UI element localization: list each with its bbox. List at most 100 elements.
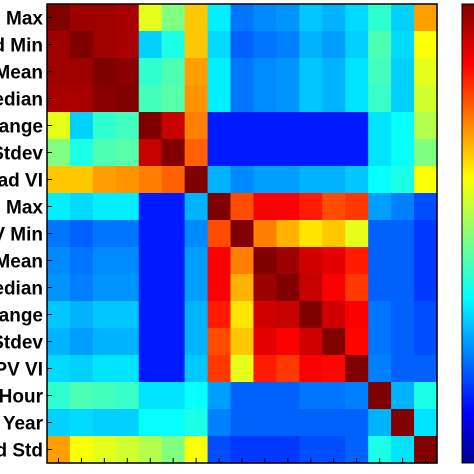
- heatmap-cell: [230, 220, 255, 248]
- heatmap-cell: [322, 355, 346, 383]
- heatmap-cell: [391, 85, 415, 113]
- heatmap-cell: [322, 247, 346, 275]
- heatmap-cell: [92, 355, 117, 383]
- heatmap-cell: [276, 58, 300, 86]
- heatmap-cell: [276, 247, 300, 275]
- heatmap-cell: [368, 166, 392, 194]
- heatmap-cell: [230, 355, 255, 383]
- heatmap-cell: [207, 85, 232, 113]
- heatmap-cell: [161, 409, 186, 437]
- heatmap-cell: [138, 85, 163, 113]
- heatmap-cell: [253, 436, 278, 464]
- heatmap-cell: [253, 328, 278, 356]
- heatmap-cell: [69, 31, 94, 59]
- heatmap-cell: [345, 85, 369, 113]
- heatmap-cell: [414, 382, 438, 410]
- heatmap-cell: [322, 31, 346, 59]
- heatmap-cell: [161, 112, 186, 140]
- heatmap-cell: [322, 139, 346, 167]
- heatmap-cell: [230, 193, 255, 221]
- heatmap-cell: [230, 382, 255, 410]
- heatmap-cell: [253, 112, 278, 140]
- heatmap-cell: [47, 193, 71, 221]
- heatmap-cell: [115, 193, 140, 221]
- heatmap-cell: [115, 58, 140, 86]
- heatmap-cell: [391, 247, 415, 275]
- heatmap-cell: [230, 247, 255, 275]
- heatmap-cell: [47, 4, 71, 32]
- row-label: edian: [0, 279, 43, 300]
- heatmap-cell: [299, 301, 323, 329]
- heatmap-cell: [115, 274, 140, 302]
- heatmap-cell: [207, 301, 232, 329]
- heatmap-cell: [161, 4, 186, 32]
- heatmap-cell: [230, 31, 255, 59]
- heatmap-cell: [368, 301, 392, 329]
- heatmap-cell: [299, 139, 323, 167]
- heatmap-cell: [138, 436, 163, 464]
- row-label: d Min: [0, 36, 43, 57]
- heatmap-cell: [345, 409, 369, 437]
- heatmap-cell: [230, 139, 255, 167]
- heatmap-cell: [184, 301, 209, 329]
- heatmap-cell: [138, 382, 163, 410]
- row-label: Stdev: [0, 144, 43, 165]
- heatmap-cell: [276, 409, 300, 437]
- heatmap-cell: [184, 409, 209, 437]
- heatmap-cell: [345, 31, 369, 59]
- heatmap-cell: [92, 85, 117, 113]
- row-label: ange: [0, 117, 43, 138]
- heatmap-cell: [138, 409, 163, 437]
- heatmap-cell: [322, 382, 346, 410]
- row-label: Year: [3, 414, 44, 435]
- heatmap-cell: [69, 301, 94, 329]
- heatmap-cell: [47, 355, 71, 383]
- heatmap-cell: [47, 166, 71, 194]
- heatmap-cell: [47, 220, 71, 248]
- heatmap-cell: [276, 274, 300, 302]
- heatmap-cell: [161, 220, 186, 248]
- heatmap-cell: [138, 166, 163, 194]
- heatmap-cell: [184, 247, 209, 275]
- heatmap-cell: [322, 220, 346, 248]
- heatmap-cell: [230, 4, 255, 32]
- heatmap-cell: [115, 4, 140, 32]
- heatmap-cell: [368, 112, 392, 140]
- heatmap-cell: [345, 220, 369, 248]
- heatmap-cell: [69, 220, 94, 248]
- heatmap-cell: [299, 85, 323, 113]
- heatmap-cell: [92, 274, 117, 302]
- heatmap-cell: [253, 31, 278, 59]
- heatmap-cell: [47, 274, 71, 302]
- heatmap-cell: [69, 139, 94, 167]
- heatmap-cell: [207, 58, 232, 86]
- heatmap-cell: [207, 112, 232, 140]
- heatmap-cell: [47, 139, 71, 167]
- heatmap-cell: [161, 382, 186, 410]
- heatmap-cell: [69, 4, 94, 32]
- heatmap-cell: [414, 112, 438, 140]
- heatmap-cell: [253, 193, 278, 221]
- heatmap-cell: [47, 247, 71, 275]
- heatmap-cell: [184, 31, 209, 59]
- heatmap-cell: [161, 58, 186, 86]
- heatmap-cell: [276, 382, 300, 410]
- heatmap-cell: [276, 112, 300, 140]
- heatmap-cell: [322, 4, 346, 32]
- heatmap-cell: [47, 58, 71, 86]
- heatmap-cell: [368, 274, 392, 302]
- heatmap-cell: [253, 85, 278, 113]
- heatmap-cell: [414, 85, 438, 113]
- heatmap-cell: [138, 328, 163, 356]
- heatmap-cell: [207, 382, 232, 410]
- row-label: d Std: [0, 441, 43, 462]
- heatmap-cell: [92, 382, 117, 410]
- axis-ticks: [47, 17, 427, 463]
- heatmap-cell: [345, 328, 369, 356]
- heatmap-cell: [115, 382, 140, 410]
- heatmap-cell: [368, 220, 392, 248]
- row-label: Max: [6, 9, 43, 30]
- heatmap-cell: [253, 301, 278, 329]
- heatmap-cell: [230, 328, 255, 356]
- heatmap-cell: [299, 4, 323, 32]
